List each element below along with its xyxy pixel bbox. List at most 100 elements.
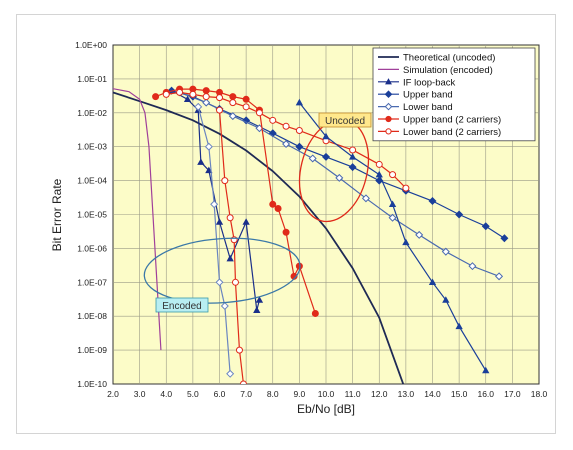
x-tick-label: 9.0: [293, 389, 305, 399]
y-tick-label: 1.0E+00: [75, 40, 107, 50]
encoded-label: Encoded: [162, 301, 201, 312]
series-line: [298, 102, 487, 371]
data-point: [215, 218, 224, 225]
legend-item: Simulation (encoded): [378, 65, 493, 76]
data-point: [441, 247, 450, 256]
x-tick-label: 16.0: [477, 389, 494, 399]
legend-item: IF loop-back: [378, 77, 456, 88]
data-point: [311, 310, 319, 318]
data-point: [274, 205, 282, 213]
legend-item: Theoretical (uncoded): [378, 53, 495, 64]
data-point: [162, 90, 170, 98]
data-point: [231, 278, 239, 286]
data-point: [194, 102, 203, 111]
legend-item: Upper band: [378, 90, 453, 101]
data-point: [322, 132, 330, 140]
data-point: [282, 228, 290, 236]
legend-label: Simulation (encoded): [403, 65, 493, 76]
x-tick-label: 10.0: [318, 389, 335, 399]
x-tick-label: 17.0: [504, 389, 521, 399]
data-point: [282, 122, 290, 130]
data-point: [348, 163, 357, 172]
data-point: [189, 90, 197, 98]
legend-label: Upper band (2 carriers): [403, 115, 501, 126]
x-tick-label: 3.0: [134, 389, 146, 399]
data-point: [220, 301, 229, 311]
y-tick-label: 1.0E-08: [77, 311, 107, 321]
x-tick-label: 2.0: [107, 389, 119, 399]
data-point: [202, 98, 211, 107]
data-point: [495, 272, 504, 281]
data-point: [308, 154, 317, 163]
x-tick-label: 18.0: [531, 389, 548, 399]
data-point: [482, 366, 490, 374]
x-tick-label: 12.0: [371, 389, 388, 399]
series-line: [197, 106, 231, 374]
x-tick-label: 13.0: [398, 389, 415, 399]
x-tick-label: 8.0: [267, 389, 279, 399]
series-0: [113, 91, 405, 384]
legend-label: Lower band (2 carriers): [403, 127, 501, 138]
legend-item: Lower band (2 carriers): [378, 127, 501, 138]
data-point: [202, 93, 210, 101]
data-point: [455, 210, 464, 219]
plot-area: [113, 85, 509, 384]
data-point: [239, 380, 247, 384]
data-point: [152, 93, 160, 101]
data-point: [242, 103, 250, 111]
data-point: [361, 194, 370, 203]
chart-frame: 2.0 3.0 4.0 5.0 6.0 7.0 8.0 9.0 10.0 11.0 12.0 13.0…: [16, 14, 556, 434]
data-point: [229, 93, 237, 101]
data-point: [210, 200, 219, 209]
data-point: [215, 278, 224, 287]
data-point: [216, 106, 223, 114]
data-point: [402, 238, 410, 246]
data-point: [176, 88, 184, 96]
x-tick-label: 11.0: [345, 389, 361, 399]
x-tick-label: 5.0: [187, 389, 199, 399]
legend-marker: [385, 115, 392, 123]
data-point: [468, 262, 477, 271]
y-tick-label: 1.0E-10: [77, 379, 107, 389]
annotations: Uncoded Encoded: [143, 112, 372, 313]
data-point: [221, 177, 229, 185]
data-point: [388, 213, 397, 222]
data-point: [229, 99, 237, 107]
series-line: [113, 88, 162, 351]
data-point: [335, 173, 344, 182]
x-tick-label: 15.0: [451, 389, 468, 399]
data-point: [202, 87, 210, 95]
x-tick-label: 7.0: [240, 389, 252, 399]
data-point: [349, 146, 357, 154]
data-point: [269, 200, 277, 208]
legend-label: Theoretical (uncoded): [403, 53, 495, 64]
data-point: [375, 170, 383, 178]
data-point: [415, 230, 424, 239]
data-point: [295, 127, 303, 135]
data-point: [321, 152, 331, 161]
data-point: [295, 98, 304, 106]
y-tick-label: 1.0E-09: [77, 345, 107, 355]
data-point: [402, 184, 410, 192]
data-point: [442, 296, 450, 303]
encoded-label-box: [155, 297, 209, 313]
series-2: [167, 86, 264, 313]
data-point: [183, 95, 192, 103]
data-point: [269, 116, 277, 124]
data-point: [242, 218, 250, 225]
series-line: [113, 91, 405, 384]
legend-marker: [384, 90, 393, 99]
y-tick-label: 1.0E-07: [77, 277, 107, 287]
data-point: [500, 234, 509, 243]
y-tick-label: 1.0E-06: [77, 243, 107, 253]
x-tick-label: 6.0: [214, 389, 226, 399]
legend-marker: [384, 102, 393, 111]
data-point: [242, 95, 250, 103]
series-6: [162, 88, 410, 192]
legend-marker: [385, 128, 392, 135]
data-point: [253, 306, 261, 313]
legend-label: IF loop-back: [403, 77, 456, 88]
series-line: [171, 90, 261, 311]
legend-item: Lower band: [378, 102, 453, 113]
data-point: [216, 94, 223, 102]
